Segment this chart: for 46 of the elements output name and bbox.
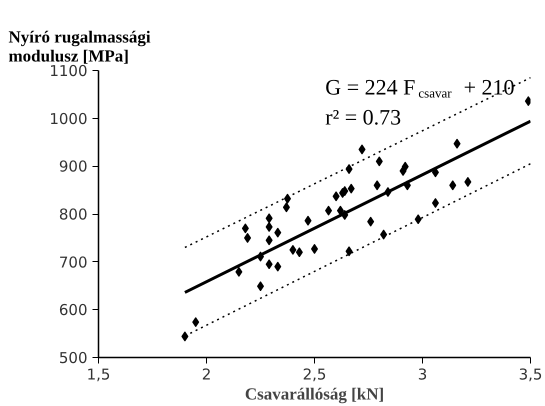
point	[454, 138, 461, 149]
point	[336, 206, 344, 216]
point	[325, 206, 332, 216]
point	[266, 222, 273, 232]
point	[282, 202, 290, 212]
x-tick-label: 2,5	[302, 366, 326, 384]
point	[367, 216, 374, 227]
point	[304, 216, 312, 226]
point	[274, 228, 282, 238]
point	[235, 266, 242, 277]
point	[464, 176, 472, 187]
point	[289, 244, 296, 255]
annotation: r² = 0.73	[325, 104, 402, 130]
point	[266, 235, 273, 246]
point	[346, 164, 353, 174]
point	[358, 144, 366, 154]
point	[414, 214, 422, 224]
point	[296, 247, 303, 258]
y-tick-label: 800	[58, 206, 88, 224]
x-tick-label: 3,5	[518, 366, 542, 384]
x-tick-label: 2	[202, 366, 212, 384]
point	[449, 180, 456, 190]
y-tick-label: 700	[58, 253, 88, 272]
y-axis-title: Nyíró rugalmassági modulusz [MPa]	[8, 28, 151, 66]
point	[400, 166, 407, 176]
point	[192, 317, 200, 328]
y-tick-label: 900	[58, 158, 88, 176]
point	[244, 232, 252, 243]
point	[380, 230, 388, 240]
y-tick-label: 600	[58, 301, 88, 320]
point	[432, 198, 439, 208]
point	[181, 331, 188, 342]
point	[374, 180, 381, 190]
point	[274, 262, 282, 272]
point	[376, 156, 383, 166]
y-tick-label: 1000	[49, 110, 88, 128]
point	[346, 246, 353, 256]
x-tick-label: 3	[418, 366, 428, 384]
point	[266, 213, 273, 224]
point	[348, 184, 355, 194]
y-tick-label: 500	[58, 349, 88, 367]
point	[332, 191, 340, 202]
point	[266, 259, 273, 270]
x-axis-title: Csavarállóság [kN]	[244, 384, 384, 404]
point	[242, 223, 249, 234]
x-tick-label: 1,5	[86, 366, 110, 384]
